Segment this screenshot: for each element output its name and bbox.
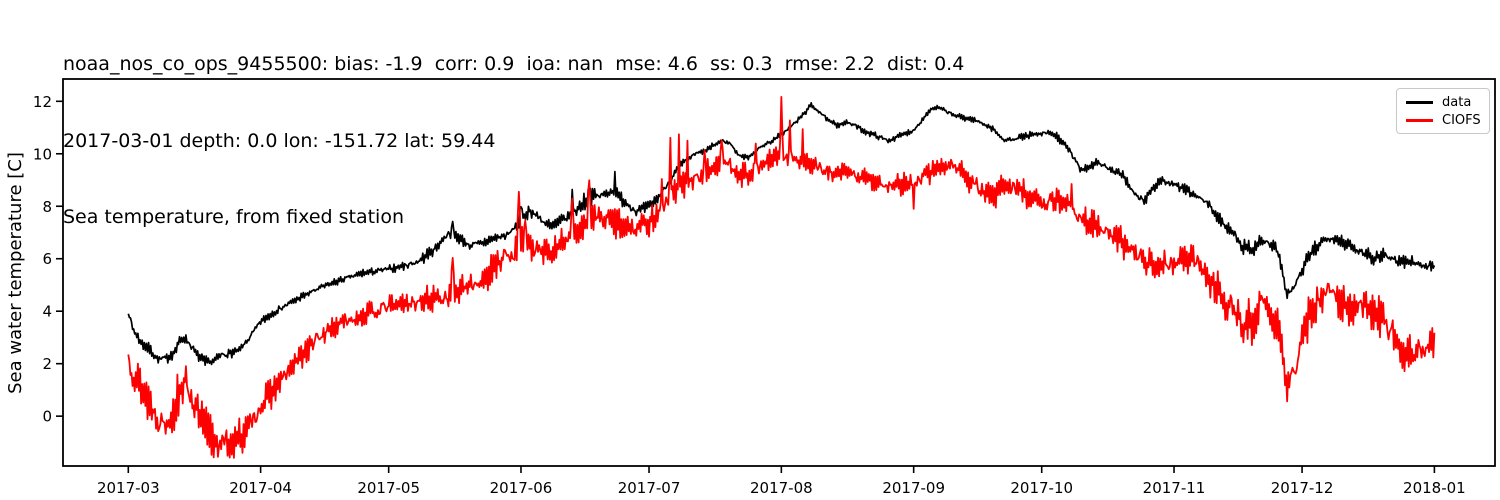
x-tick-label: 2017-04 xyxy=(229,479,292,497)
title-line-metrics: noaa_nos_co_ops_9455500: bias: -1.9 corr… xyxy=(63,53,965,75)
data-line-swatch-icon xyxy=(1406,100,1433,104)
x-tick-label: 2018-01 xyxy=(1403,479,1466,497)
x-tick-label: 2017-06 xyxy=(490,479,553,497)
x-tick-label: 2017-09 xyxy=(882,479,945,497)
chart-title: noaa_nos_co_ops_9455500: bias: -1.9 corr… xyxy=(63,1,964,282)
y-tick-label: 6 xyxy=(42,250,52,268)
legend-label-ciofs: CIOFS xyxy=(1442,112,1481,128)
y-tick-label: 0 xyxy=(42,408,52,426)
x-tick-label: 2017-08 xyxy=(750,479,813,497)
y-tick-label: 2 xyxy=(42,355,52,373)
ciofs-line-swatch-icon xyxy=(1406,118,1433,122)
x-tick-label: 2017-11 xyxy=(1143,479,1206,497)
legend: data CIOFS xyxy=(1396,88,1490,134)
y-tick-label: 12 xyxy=(33,93,52,111)
series-data-line xyxy=(127,102,1436,367)
plot-frame xyxy=(62,78,1496,467)
y-tick-label: 4 xyxy=(42,303,52,321)
x-tick-label: 2017-10 xyxy=(1010,479,1073,497)
title-line-variable: Sea temperature, from fixed station xyxy=(63,206,404,228)
legend-entry-data: data xyxy=(1406,96,1489,109)
series-ciofs-line xyxy=(127,95,1436,459)
x-tick-label: 2017-07 xyxy=(618,479,681,497)
x-tick-label: 2017-03 xyxy=(97,479,160,497)
x-tick-label: 2017-12 xyxy=(1271,479,1334,497)
legend-label-data: data xyxy=(1442,94,1472,110)
y-tick-label: 10 xyxy=(33,145,52,163)
y-tick-label: 8 xyxy=(42,198,52,216)
legend-entry-ciofs: CIOFS xyxy=(1406,114,1489,127)
x-tick-label: 2017-05 xyxy=(357,479,420,497)
title-line-station-meta: 2017-03-01 depth: 0.0 lon: -151.72 lat: … xyxy=(63,129,496,152)
